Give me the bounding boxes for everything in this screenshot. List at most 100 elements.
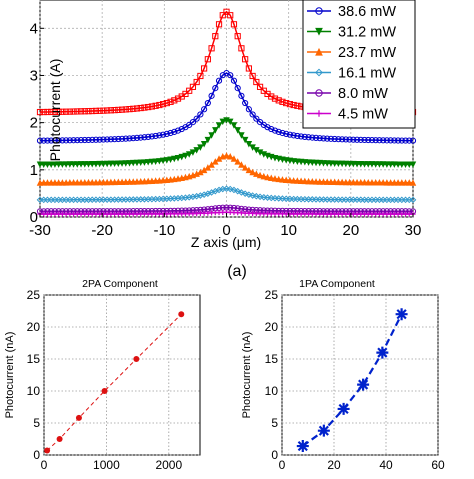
- data-point: [44, 161, 51, 168]
- data-point: [260, 172, 268, 180]
- data-point: [253, 192, 260, 200]
- data-point: [62, 179, 70, 186]
- data-point: [212, 33, 219, 40]
- x-tick-label: 60: [431, 458, 445, 472]
- y-tick-label: 20: [265, 320, 279, 334]
- data-point: [189, 149, 197, 156]
- data-point: [85, 178, 92, 186]
- data-point: [70, 137, 77, 144]
- data-point: [372, 137, 379, 144]
- data-point: [361, 161, 368, 168]
- data-point: [238, 189, 245, 196]
- data-point: [48, 108, 55, 116]
- data-point: [100, 107, 107, 114]
- data-point: [77, 108, 85, 115]
- data-point: [331, 135, 338, 143]
- bottom-right-plot-area: [281, 294, 439, 456]
- data-point: [260, 87, 267, 94]
- data-point: [100, 160, 107, 168]
- data-point: [245, 191, 253, 198]
- bottom-right-title: 1PA Component: [299, 278, 375, 290]
- data-point: [317, 424, 330, 437]
- y-tick-label: 10: [27, 384, 41, 398]
- data-point: [137, 134, 144, 141]
- y-tick-label: 0: [271, 448, 278, 462]
- data-point: [286, 131, 294, 138]
- data-point: [368, 178, 376, 186]
- data-point: [286, 176, 294, 184]
- data-point: [215, 77, 223, 84]
- data-point: [286, 101, 294, 108]
- data-point: [241, 136, 249, 144]
- bottom-left-y-axis-label: Photocurrent (nA): [4, 332, 16, 419]
- bottom-left-title: 2PA Component: [82, 278, 158, 290]
- bottom-left-chart: 2PA Component 0 1000 2000 0 5 10 15 20 25 Photoc…: [4, 278, 201, 472]
- data-point: [395, 308, 408, 321]
- data-point: [275, 175, 282, 183]
- legend-label: 16.1 mW: [338, 66, 396, 82]
- data-point: [409, 179, 417, 186]
- data-point: [167, 156, 174, 164]
- data-point: [66, 137, 73, 144]
- bottom-left-ticks: 0 1000 2000 0 5 10 15 20 25: [27, 288, 183, 472]
- data-point: [298, 133, 305, 140]
- data-point: [268, 125, 275, 133]
- data-point: [36, 108, 44, 116]
- x-tick-label: -10: [153, 222, 175, 239]
- data-point: [394, 161, 402, 168]
- y-tick-label: 15: [265, 352, 279, 366]
- data-point: [122, 160, 130, 167]
- data-point: [174, 127, 182, 134]
- data-point: [130, 159, 137, 167]
- data-point: [92, 136, 100, 143]
- data-point: [353, 178, 361, 186]
- data-point: [208, 45, 215, 52]
- data-point: [212, 84, 219, 92]
- data-point: [81, 108, 88, 115]
- data-point: [391, 179, 398, 186]
- data-point: [111, 107, 118, 114]
- data-point: [92, 178, 100, 186]
- x-tick-label: 10: [280, 222, 297, 239]
- data-point: [212, 127, 219, 134]
- data-point: [145, 103, 152, 111]
- data-point: [241, 190, 249, 197]
- data-point: [368, 137, 376, 144]
- data-point: [186, 87, 193, 94]
- data-point: [376, 179, 383, 186]
- data-point: [249, 168, 256, 176]
- data-point: [230, 155, 238, 162]
- data-point: [249, 111, 256, 118]
- data-point: [230, 77, 238, 84]
- data-point: [226, 118, 234, 126]
- data-point: [133, 159, 141, 167]
- data-point: [364, 161, 372, 168]
- series-31-2-mw: [36, 70, 417, 144]
- data-point: [88, 178, 96, 186]
- top-chart: -30 -20 -10 0 10 20 30 0 1 2 3 4 Z axis (μm) Photo…: [29, 0, 421, 280]
- y-tick-label: 5: [271, 416, 278, 430]
- data-point: [122, 106, 129, 113]
- data-point: [137, 159, 144, 167]
- data-point: [81, 178, 89, 186]
- y-tick-label: 3: [30, 67, 38, 84]
- data-point: [290, 132, 297, 139]
- legend-marker: [315, 27, 323, 36]
- data-point: [297, 177, 305, 185]
- data-point: [312, 134, 320, 142]
- data-point: [215, 21, 223, 28]
- data-point: [118, 160, 126, 167]
- data-point: [66, 161, 74, 168]
- data-point: [253, 78, 260, 86]
- y-tick-label: 25: [265, 288, 279, 302]
- x-tick-label: 2000: [155, 458, 182, 472]
- data-point: [335, 178, 342, 186]
- data-point: [51, 179, 59, 186]
- data-point: [51, 161, 59, 168]
- data-point: [234, 158, 241, 165]
- data-point: [316, 135, 323, 142]
- data-point: [275, 97, 282, 104]
- y-tick-label: 25: [27, 288, 41, 302]
